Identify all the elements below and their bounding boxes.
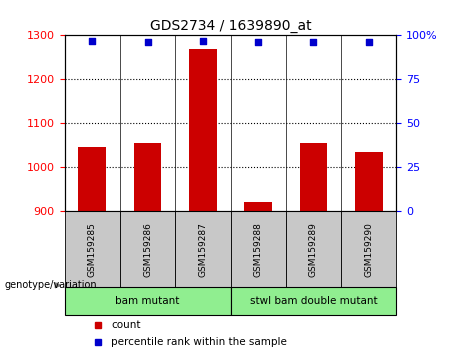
Text: stwl bam double mutant: stwl bam double mutant [250, 296, 377, 306]
Point [144, 40, 151, 45]
Bar [230, 211, 286, 287]
Bar [300, 143, 327, 211]
Text: GSM159289: GSM159289 [309, 222, 318, 276]
Point [199, 38, 207, 44]
Bar [120, 211, 175, 287]
Point [365, 40, 372, 45]
Bar [230, 287, 396, 315]
Bar [286, 211, 341, 287]
Title: GDS2734 / 1639890_at: GDS2734 / 1639890_at [150, 19, 311, 33]
Bar [355, 152, 383, 211]
Text: bam mutant: bam mutant [115, 296, 180, 306]
Point [254, 40, 262, 45]
Text: GSM159285: GSM159285 [88, 222, 97, 276]
Point [310, 40, 317, 45]
Bar [134, 143, 161, 211]
Text: GSM159290: GSM159290 [364, 222, 373, 276]
Bar [244, 202, 272, 211]
Text: genotype/variation: genotype/variation [5, 280, 97, 290]
Text: percentile rank within the sample: percentile rank within the sample [111, 337, 287, 347]
Bar [65, 211, 120, 287]
Bar [175, 211, 230, 287]
Text: GSM159286: GSM159286 [143, 222, 152, 276]
Text: GSM159288: GSM159288 [254, 222, 263, 276]
Bar [189, 48, 217, 211]
Text: GSM159287: GSM159287 [198, 222, 207, 276]
Text: count: count [111, 320, 141, 330]
Bar [65, 287, 230, 315]
Bar [78, 147, 106, 211]
Bar [341, 211, 396, 287]
Point [89, 38, 96, 44]
